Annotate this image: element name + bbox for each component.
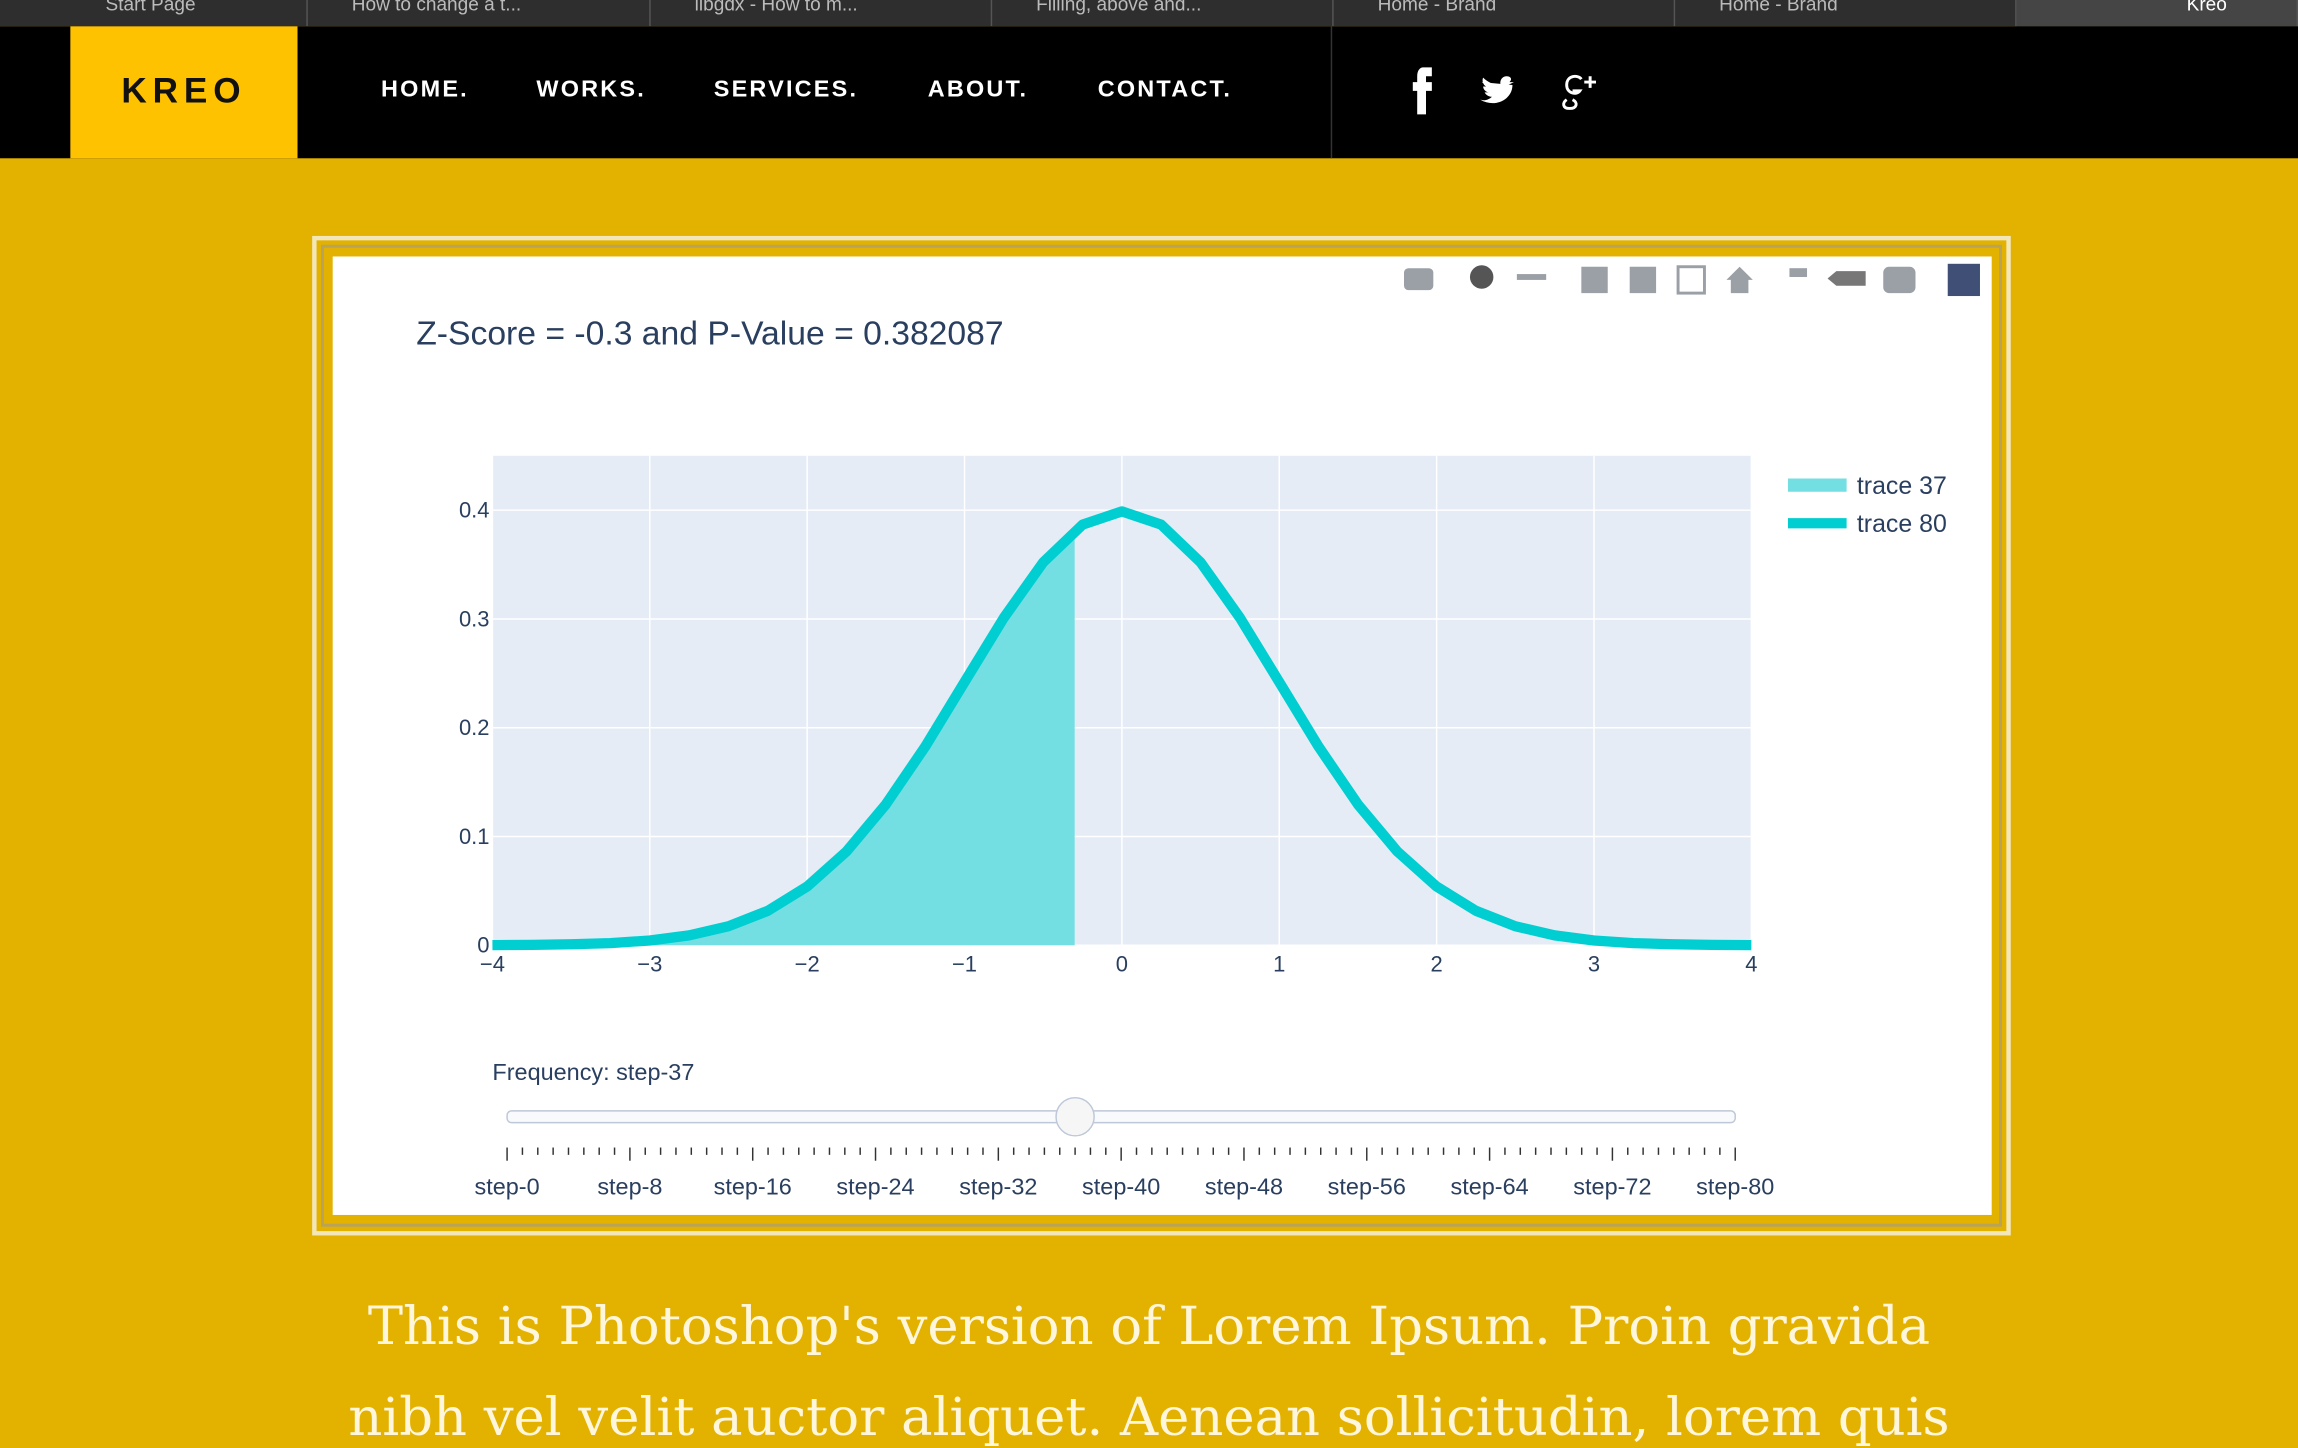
browser-tab[interactable]: Home - Brand [1675, 0, 2017, 27]
browser-tab[interactable]: Filling, above and... [992, 0, 1334, 27]
slider-handle[interactable] [1055, 1096, 1095, 1137]
chart-frame [312, 235, 2011, 1236]
slider-step-label: step-72 [1573, 1173, 1651, 1199]
x-tick-label: 4 [1745, 952, 1757, 977]
slider-step-label: step-8 [597, 1173, 662, 1199]
x-tick-label: −4 [480, 952, 505, 977]
divider [1330, 26, 1333, 159]
line [492, 506, 1752, 951]
y-tick-label: 0.3 [459, 606, 490, 631]
nav-link[interactable]: WORKS. [536, 77, 646, 103]
y-tick-label: 0.4 [459, 498, 490, 523]
modebar [1404, 263, 1980, 297]
zoom-in-icon[interactable] [1581, 266, 1608, 294]
y-tick-label: 0 [477, 933, 489, 958]
area [492, 530, 1075, 946]
slider-step-label: step-48 [1205, 1173, 1283, 1199]
social-icons [1412, 67, 1596, 115]
slider-label: Frequency: step-37 [492, 1059, 694, 1085]
pan-icon[interactable] [1516, 274, 1547, 280]
x-tick-label: −3 [637, 952, 662, 977]
body-line: nibh vel velit auctor aliquet. Aenean so… [348, 1387, 1950, 1448]
hover-closest-icon[interactable] [1827, 271, 1866, 286]
nav-bar: KREO HOME. WORKS. SERVICES. ABOUT. CONTACT. [0, 26, 2298, 159]
plotly-logo[interactable] [1947, 263, 1980, 297]
browser-tab[interactable]: libgdx - How to m... [651, 0, 993, 27]
nav-link[interactable]: CONTACT. [1097, 77, 1233, 103]
nav-link[interactable]: ABOUT. [927, 77, 1029, 103]
slider-step-label: step-24 [836, 1173, 914, 1199]
spike-icon[interactable] [1789, 268, 1808, 277]
chart-card: Z-Score = -0.3 and P-Value = 0.382087 −4… [332, 256, 1992, 1215]
chart: Z-Score = -0.3 and P-Value = 0.382087 −4… [416, 263, 1980, 1199]
autoscale-icon[interactable] [1676, 265, 1706, 295]
x-tick-label: −1 [952, 952, 977, 977]
tab-bar: Start Page How to change a t... libgdx - H… [0, 0, 2298, 27]
slider-step-label: step-16 [714, 1173, 792, 1199]
googleplus-icon[interactable] [1562, 74, 1596, 110]
slider-step-label: step-80 [1696, 1173, 1774, 1199]
x-tick-label: −2 [795, 952, 820, 977]
chart-title: Z-Score = -0.3 and P-Value = 0.382087 [416, 314, 1003, 352]
zoom-icon[interactable] [1469, 265, 1494, 289]
x-tick-label: 0 [1116, 952, 1128, 977]
slider-step-label: step-0 [475, 1173, 540, 1199]
browser-tab[interactable]: Kreo [2016, 0, 2298, 27]
body-line: This is Photoshop's version of Lorem Ips… [367, 1297, 1931, 1358]
y-tick-label: 0.2 [459, 715, 490, 740]
x-tick-label: 2 [1431, 952, 1443, 977]
slider-step-label: step-32 [959, 1173, 1037, 1199]
y-tick-label: 0.1 [459, 824, 490, 849]
slider-rail [506, 1110, 1736, 1124]
legend-label: trace 80 [1857, 510, 1947, 538]
browser-tab[interactable]: Home - Brand [1334, 0, 1676, 27]
slider-step-label: step-40 [1082, 1173, 1160, 1199]
browser-tab[interactable]: Start Page [0, 0, 308, 27]
zoom-out-icon[interactable] [1629, 266, 1657, 294]
twitter-icon[interactable] [1480, 76, 1514, 104]
x-tick-label: 1 [1273, 952, 1285, 977]
x-tick-label: 3 [1588, 952, 1600, 977]
slider-step-label: step-56 [1328, 1173, 1406, 1199]
nav-link[interactable]: HOME. [381, 77, 469, 103]
logo[interactable]: KREO [70, 26, 298, 159]
camera-icon[interactable] [1404, 268, 1434, 291]
reset-icon[interactable] [1726, 266, 1753, 294]
legend-label: trace 37 [1857, 472, 1947, 500]
slider-step-label: step-64 [1451, 1173, 1529, 1199]
browser-tab[interactable]: How to change a t... [308, 0, 651, 27]
nav-link[interactable]: SERVICES. [713, 77, 859, 103]
hover-compare-icon[interactable] [1883, 266, 1916, 294]
facebook-icon[interactable] [1412, 67, 1432, 115]
